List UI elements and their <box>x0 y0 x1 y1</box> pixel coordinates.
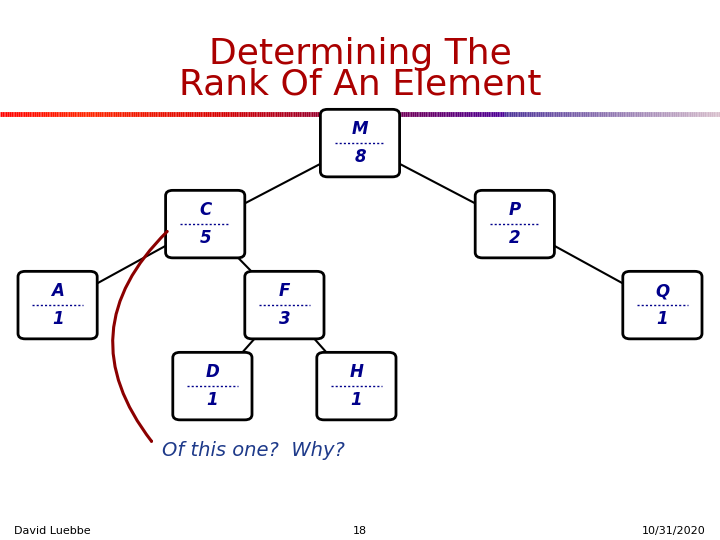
FancyBboxPatch shape <box>18 271 97 339</box>
Text: D: D <box>205 363 220 381</box>
Text: David Luebbe: David Luebbe <box>14 525 91 536</box>
FancyBboxPatch shape <box>623 271 702 339</box>
Text: P: P <box>509 201 521 219</box>
Text: 1: 1 <box>351 391 362 409</box>
Text: 3: 3 <box>279 310 290 328</box>
Text: 2: 2 <box>509 229 521 247</box>
Text: F: F <box>279 282 290 300</box>
FancyBboxPatch shape <box>245 271 324 339</box>
FancyBboxPatch shape <box>173 353 252 420</box>
Text: Of this one?  Why?: Of this one? Why? <box>162 441 345 461</box>
Text: 5: 5 <box>199 229 211 247</box>
Text: Rank Of An Element: Rank Of An Element <box>179 68 541 102</box>
Text: 1: 1 <box>207 391 218 409</box>
Text: 10/31/2020: 10/31/2020 <box>642 525 706 536</box>
FancyBboxPatch shape <box>475 191 554 258</box>
Text: M: M <box>352 120 368 138</box>
Text: H: H <box>349 363 364 381</box>
Text: Q: Q <box>655 282 670 300</box>
FancyBboxPatch shape <box>317 353 396 420</box>
Text: 1: 1 <box>52 310 63 328</box>
Text: 18: 18 <box>353 525 367 536</box>
Text: A: A <box>51 282 64 300</box>
FancyBboxPatch shape <box>320 109 400 177</box>
Text: 8: 8 <box>354 148 366 166</box>
Text: 1: 1 <box>657 310 668 328</box>
FancyArrowPatch shape <box>112 232 167 441</box>
Text: C: C <box>199 201 212 219</box>
FancyBboxPatch shape <box>166 191 245 258</box>
Text: Determining The: Determining The <box>209 37 511 71</box>
